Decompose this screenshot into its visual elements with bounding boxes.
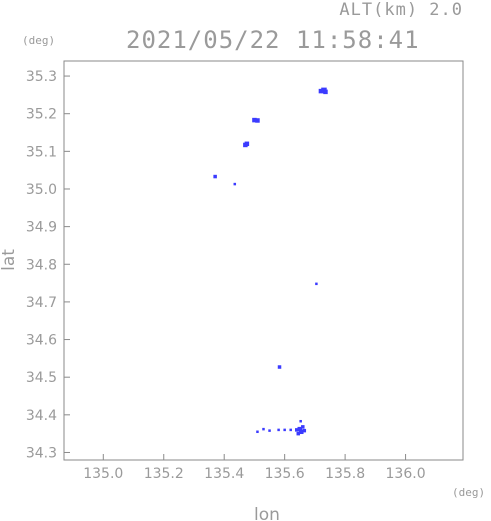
data-point	[297, 426, 303, 432]
data-point	[256, 430, 259, 434]
data-point	[262, 427, 265, 431]
x-tick-label: 135.6	[265, 466, 305, 482]
data-point	[302, 428, 307, 433]
y-tick-label: 35.3	[26, 69, 57, 85]
data-point	[252, 117, 257, 123]
y-tick-label: 35.0	[26, 182, 57, 198]
data-point	[243, 142, 248, 148]
data-points	[213, 87, 328, 436]
x-tick-label: 135.4	[204, 466, 244, 482]
y-tick-label: 34.5	[26, 370, 57, 386]
data-point	[295, 428, 299, 432]
data-point	[277, 428, 280, 432]
altitude-label: ALT(km) 2.0	[339, 0, 463, 20]
x-tick-label: 135.2	[144, 466, 184, 482]
x-tick-label: 136.0	[386, 466, 426, 482]
y-axis-ticks: 34.3 34.4 34.5 34.6 34.7 34.8 34.9 35.0 35.1 35.2…	[26, 69, 70, 461]
data-point	[233, 182, 237, 186]
y-tick-label: 34.9	[26, 220, 57, 236]
data-point	[289, 428, 292, 432]
data-point	[277, 365, 282, 369]
data-point	[268, 429, 271, 432]
x-tick-label: 135.0	[83, 466, 123, 482]
data-point	[323, 89, 328, 95]
plot-frame	[63, 60, 464, 461]
data-point	[213, 174, 217, 179]
x-axis-ticks: 135.0 135.2 135.4 135.6 135.8 136.0	[83, 454, 426, 482]
y-tick-label: 35.1	[26, 144, 57, 160]
data-point	[296, 431, 301, 436]
y-tick-label: 34.6	[26, 333, 57, 349]
y-tick-label: 35.2	[26, 107, 57, 123]
x-axis-title: lon	[254, 505, 280, 521]
data-point	[301, 425, 305, 429]
y-tick-label: 34.3	[26, 445, 57, 461]
data-point	[315, 282, 318, 286]
data-point	[283, 428, 286, 432]
data-point	[255, 118, 260, 123]
y-unit-label: (deg)	[22, 34, 55, 47]
x-tick-label: 135.8	[325, 466, 365, 482]
x-unit-label: (deg)	[452, 486, 485, 499]
data-point	[299, 419, 302, 423]
timestamp-label: 2021/05/22 11:58:41	[126, 26, 420, 54]
y-tick-label: 34.8	[26, 257, 57, 273]
y-axis-title: lat	[0, 249, 19, 271]
y-tick-label: 34.7	[26, 295, 57, 311]
data-point	[299, 429, 304, 435]
data-point	[318, 88, 324, 94]
y-tick-label: 34.4	[26, 408, 57, 424]
